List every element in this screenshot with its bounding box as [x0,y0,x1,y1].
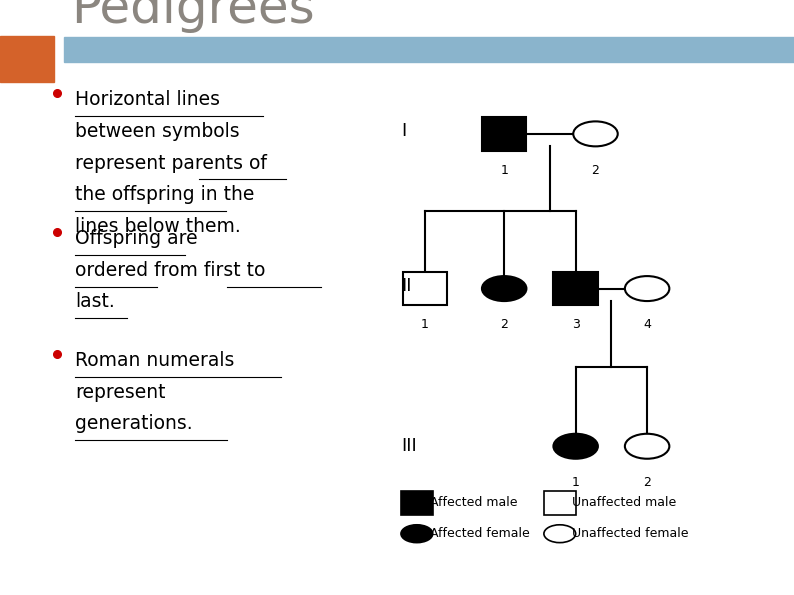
Text: the offspring in the: the offspring in the [75,185,255,204]
Ellipse shape [401,525,433,543]
Ellipse shape [625,276,669,301]
Text: Roman numerals: Roman numerals [75,351,235,370]
Text: I: I [401,122,407,140]
Bar [64,37,794,62]
Text: II: II [401,277,411,295]
Text: represent: represent [75,383,166,402]
Text: Unaffected male: Unaffected male [572,496,676,509]
Text: Affected male: Affected male [430,496,517,509]
Text: Unaffected female: Unaffected female [572,527,689,540]
Text: generations.: generations. [75,414,193,433]
Text: Affected female: Affected female [430,527,530,540]
Ellipse shape [553,434,598,459]
Text: 1: 1 [572,476,580,489]
Bar [553,272,598,305]
Ellipse shape [482,276,526,301]
Text: 3: 3 [572,318,580,331]
Text: represent parents of: represent parents of [75,154,268,173]
Bar [401,491,433,515]
Text: ordered from first to: ordered from first to [75,261,266,280]
Text: Offspring are: Offspring are [75,229,198,248]
Text: 2: 2 [500,318,508,331]
Text: between symbols: between symbols [75,122,240,141]
Text: Horizontal lines: Horizontal lines [75,90,221,109]
Text: Pedigrees: Pedigrees [71,0,315,33]
Text: last.: last. [75,292,115,311]
Text: 2: 2 [592,164,599,177]
Text: lines below them.: lines below them. [75,217,241,236]
Bar [0,36,54,82]
Text: III: III [401,437,417,455]
Ellipse shape [573,121,618,146]
Text: 2: 2 [643,476,651,489]
Text: 4: 4 [643,318,651,331]
Text: 1: 1 [421,318,429,331]
Bar [403,272,447,305]
Text: 1: 1 [500,164,508,177]
Ellipse shape [544,525,576,543]
Ellipse shape [625,434,669,459]
Bar [544,491,576,515]
Bar [482,117,526,151]
